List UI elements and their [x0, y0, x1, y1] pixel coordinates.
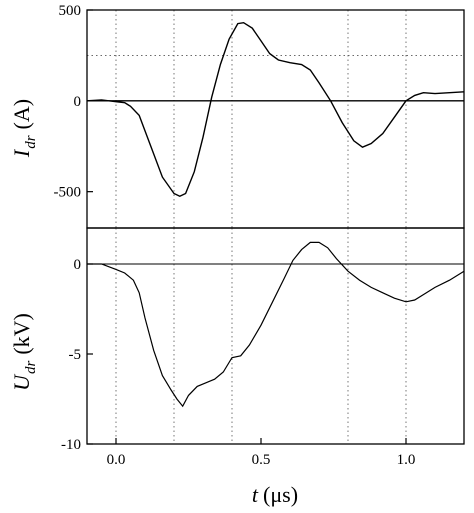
current-ytick-label: 500	[59, 3, 82, 19]
voltage-xticks	[115, 438, 407, 444]
voltage-ytick-label: -10	[61, 437, 81, 453]
voltage-grid	[115, 228, 407, 444]
voltage-series-line	[87, 241, 465, 408]
voltage-ylabel-unit: (kV)	[9, 313, 34, 355]
current-ylabel-unit: (A)	[9, 99, 34, 130]
voltage-xtick-label: 0.5	[252, 452, 271, 468]
current-ylabel-main: I	[9, 148, 34, 158]
voltage-xtick-labels: 0.0 0.5 1.0	[107, 452, 416, 468]
voltage-xtick-label: 1.0	[397, 452, 416, 468]
voltage-panel: -10 -5 0 0.0 0.5 1.0 Udr (kV) t (μs)	[9, 227, 465, 507]
x-axis-label-main: t	[252, 482, 259, 507]
x-axis-label: t (μs)	[252, 482, 298, 507]
voltage-ytick-label: -5	[69, 347, 82, 363]
voltage-ytick-labels: -10 -5 0	[61, 257, 81, 453]
voltage-yticks	[87, 263, 93, 445]
voltage-ylabel: Udr (kV)	[9, 313, 39, 391]
voltage-ylabel-main: U	[9, 373, 34, 391]
current-ytick-label: -500	[54, 185, 82, 201]
current-ylabel-sub: dr	[23, 135, 39, 149]
current-ytick-label: 0	[74, 94, 82, 110]
current-ytick-labels: -500 0 500	[54, 3, 82, 201]
voltage-xtick-label: 0.0	[107, 452, 126, 468]
current-plot-frame	[86, 9, 465, 229]
current-ylabel: Idr (A)	[9, 99, 39, 158]
voltage-plot-frame	[86, 227, 465, 445]
current-series-line	[86, 21, 465, 197]
x-axis-label-unit: (μs)	[263, 482, 298, 507]
voltage-ytick-label: 0	[74, 257, 82, 273]
current-grid	[87, 10, 464, 228]
voltage-ylabel-sub: dr	[23, 361, 39, 375]
current-panel: -500 0 500 Idr (A)	[9, 3, 465, 229]
